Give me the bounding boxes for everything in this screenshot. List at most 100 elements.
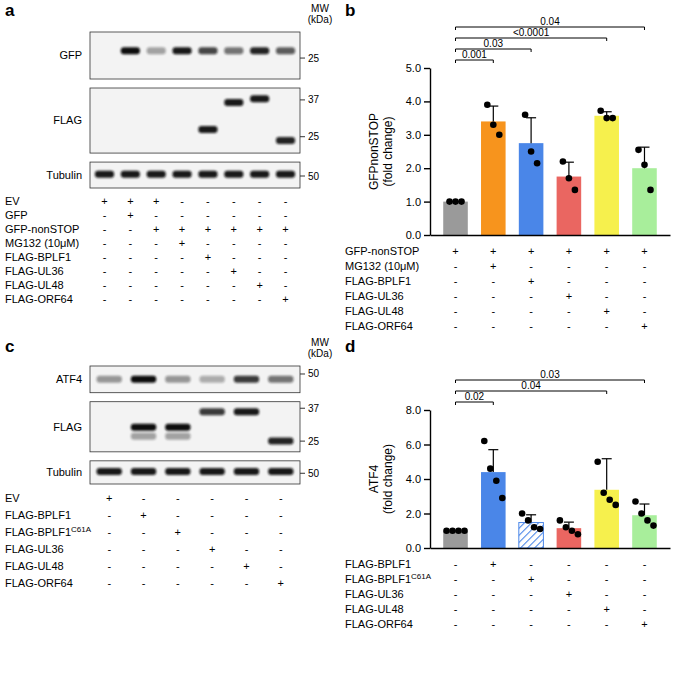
error-cap [602,458,612,459]
condition-text: GFP [5,209,28,221]
condition-sign: - [454,290,458,302]
bands [97,468,294,475]
condition-sign: - [210,509,214,521]
band [276,47,295,54]
condition-sign: - [107,560,111,572]
condition-sign: - [245,492,249,504]
y-tick-mark [424,548,430,549]
condition-sign: - [107,526,111,538]
bar [443,202,468,235]
condition-label: FLAG-BPLF1C61A [345,572,432,586]
band [131,468,156,475]
y-tick-mark [424,68,430,69]
condition-sign: - [142,543,146,555]
condition-sign: - [142,577,146,589]
panel-letter: b [345,1,355,20]
data-point [537,526,544,533]
condition-sign: - [142,526,146,538]
data-point [569,527,576,534]
condition-sign: - [279,543,283,555]
condition-sign: + [566,245,572,257]
significance-bracket [456,60,494,63]
condition-sign: - [491,618,495,630]
condition-sign: - [605,618,609,630]
mw-label: 37 [308,403,320,414]
mw-tick [300,441,305,442]
condition-sign: - [103,265,107,277]
band [198,126,217,133]
condition-sign: + [452,245,458,257]
strip-label: ATF4 [56,373,82,385]
data-point [519,510,526,517]
condition-text: FLAG-BPLF1 [5,251,71,263]
condition-sign: - [643,558,647,570]
band [131,424,156,431]
y-tick-label: 0.0 [406,229,421,241]
data-point [647,187,654,194]
data-point [446,198,453,205]
condition-sign: - [232,251,236,263]
condition-sign: + [278,577,284,589]
y-tick: 8.0 [406,404,430,416]
condition-sign: - [279,526,283,538]
band [198,171,217,178]
condition-label: FLAG-BPLF1 [5,251,71,263]
strip-frame [90,366,300,393]
condition-text: FLAG-BPLF1 [5,526,71,538]
data-point [612,502,619,509]
y-tick: 6.0 [406,439,430,451]
data-point [493,477,500,484]
condition-sign: - [107,509,111,521]
condition-text: FLAG-ORF64 [345,618,413,630]
strip-label: FLAG [53,114,82,126]
condition-sign: + [127,209,133,221]
data-point [609,115,616,122]
data-point [531,524,538,531]
band [199,408,224,415]
condition-sign: + [101,195,107,207]
error-cap [639,503,649,504]
condition-sign: - [491,573,495,585]
y-tick-label: 4.0 [406,95,421,107]
condition-sign: - [206,195,210,207]
error-cap [639,147,649,148]
condition-sign: - [142,560,146,572]
condition-sup: C61A [411,572,432,581]
condition-sign: - [245,509,249,521]
condition-text: FLAG-BPLF1 [5,509,71,521]
mw-header: (kDa) [308,14,332,25]
condition-sign: - [245,577,249,589]
mw-label: 25 [308,131,320,142]
condition-text: FLAG-UL36 [345,290,404,302]
y-tick-mark [424,135,430,136]
condition-sign: - [605,260,609,272]
condition-sign: - [232,279,236,291]
blot-strip: FLAG3725 [53,88,319,153]
error-stem [606,459,607,490]
condition-text: EV [5,492,20,504]
y-tick-mark [424,101,430,102]
mw-tick [300,408,305,409]
condition-sign: - [258,209,262,221]
condition-sign: - [176,560,180,572]
condition-label: FLAG-UL36 [5,265,64,277]
blot-strip: FLAG3725 [53,402,319,452]
blot-strip: ATF450 [56,366,320,393]
condition-label: FLAG-UL48 [345,603,404,615]
data-point [566,175,573,182]
significance-bracket [456,49,532,52]
band [199,468,224,475]
condition-sign: - [210,526,214,538]
condition-sign: - [180,265,184,277]
band [131,376,156,383]
condition-sign: - [180,293,184,305]
bar [632,168,657,235]
condition-sign: - [529,290,533,302]
condition-sign: + [528,573,534,585]
condition-label: FLAG-ORF64 [345,320,413,332]
band [268,438,293,445]
condition-sign: + [528,245,534,257]
condition-sign: - [107,577,111,589]
mw-header: MW [311,337,329,348]
panel-letter: a [5,1,15,20]
